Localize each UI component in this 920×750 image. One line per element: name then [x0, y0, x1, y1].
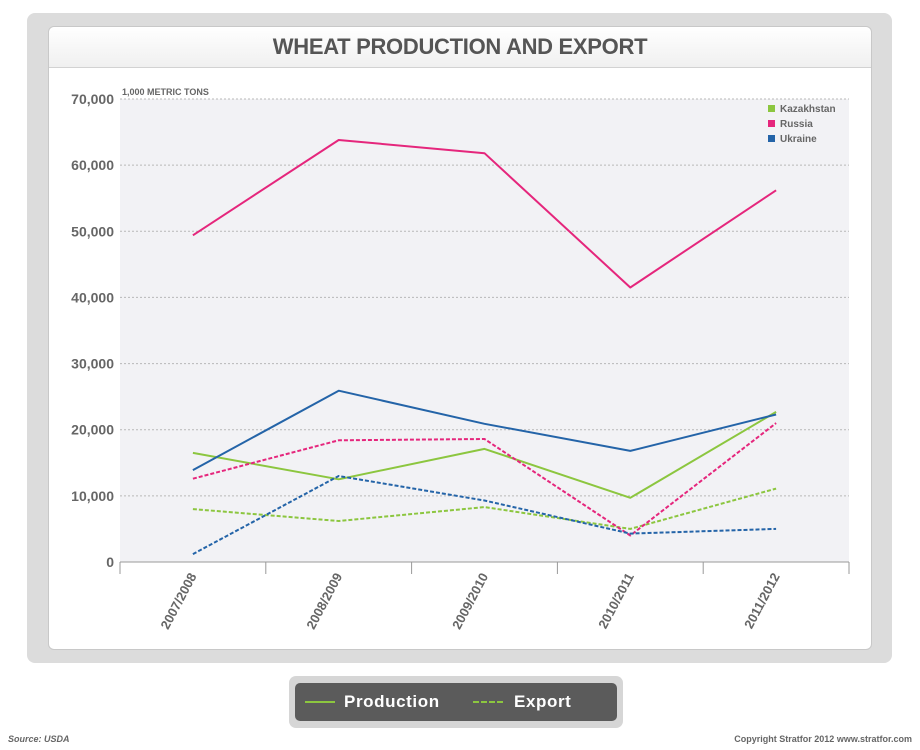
- copyright-note: Copyright Stratfor 2012 www.stratfor.com: [734, 734, 912, 744]
- legend-label: Ukraine: [780, 134, 817, 145]
- dashed-line-swatch: [473, 701, 503, 703]
- legend-label: Kazakhstan: [780, 104, 836, 115]
- kazakhstan-production-line: [192, 411, 777, 499]
- production-legend-label: Production: [344, 692, 440, 711]
- russia-export-line: [192, 422, 777, 537]
- x-tick-label: 2010/2011: [595, 570, 637, 631]
- legend-swatch: [768, 105, 775, 112]
- x-tick-label: 2009/2010: [449, 570, 491, 631]
- x-tick-label: 2007/2008: [157, 570, 199, 631]
- ukraine-production-line: [192, 389, 777, 471]
- y-tick-label: 20,000: [71, 422, 114, 438]
- y-tick-label: 50,000: [71, 223, 114, 239]
- russia-production-line: [192, 139, 777, 289]
- export-legend-label: Export: [514, 692, 572, 711]
- legend-swatch: [768, 120, 775, 127]
- y-tick-label: 10,000: [71, 488, 114, 504]
- title-bar: WHEAT PRODUCTION AND EXPORT: [49, 27, 871, 68]
- source-note: Source: USDA: [8, 734, 70, 744]
- x-tick-label: 2011/2012: [741, 570, 783, 631]
- legend-label: Russia: [780, 119, 813, 130]
- y-tick-label: 60,000: [71, 157, 114, 173]
- chart-title: WHEAT PRODUCTION AND EXPORT: [272, 34, 648, 59]
- y-tick-label: 30,000: [71, 356, 114, 372]
- line-style-legend: Production Export: [289, 676, 623, 728]
- solid-line-swatch: [305, 701, 335, 703]
- ukraine-export-line: [192, 475, 777, 555]
- kazakhstan-export-line: [192, 487, 777, 530]
- line-style-legend-inner: Production Export: [295, 683, 617, 721]
- legend-swatch: [768, 135, 775, 142]
- unit-label: 1,000 METRIC TONS: [122, 87, 209, 97]
- x-tick-label: 2008/2009: [303, 570, 345, 631]
- y-tick-label: 0: [106, 554, 114, 570]
- y-tick-label: 40,000: [71, 289, 114, 305]
- y-tick-label: 70,000: [71, 91, 114, 107]
- plot-area: [120, 99, 849, 562]
